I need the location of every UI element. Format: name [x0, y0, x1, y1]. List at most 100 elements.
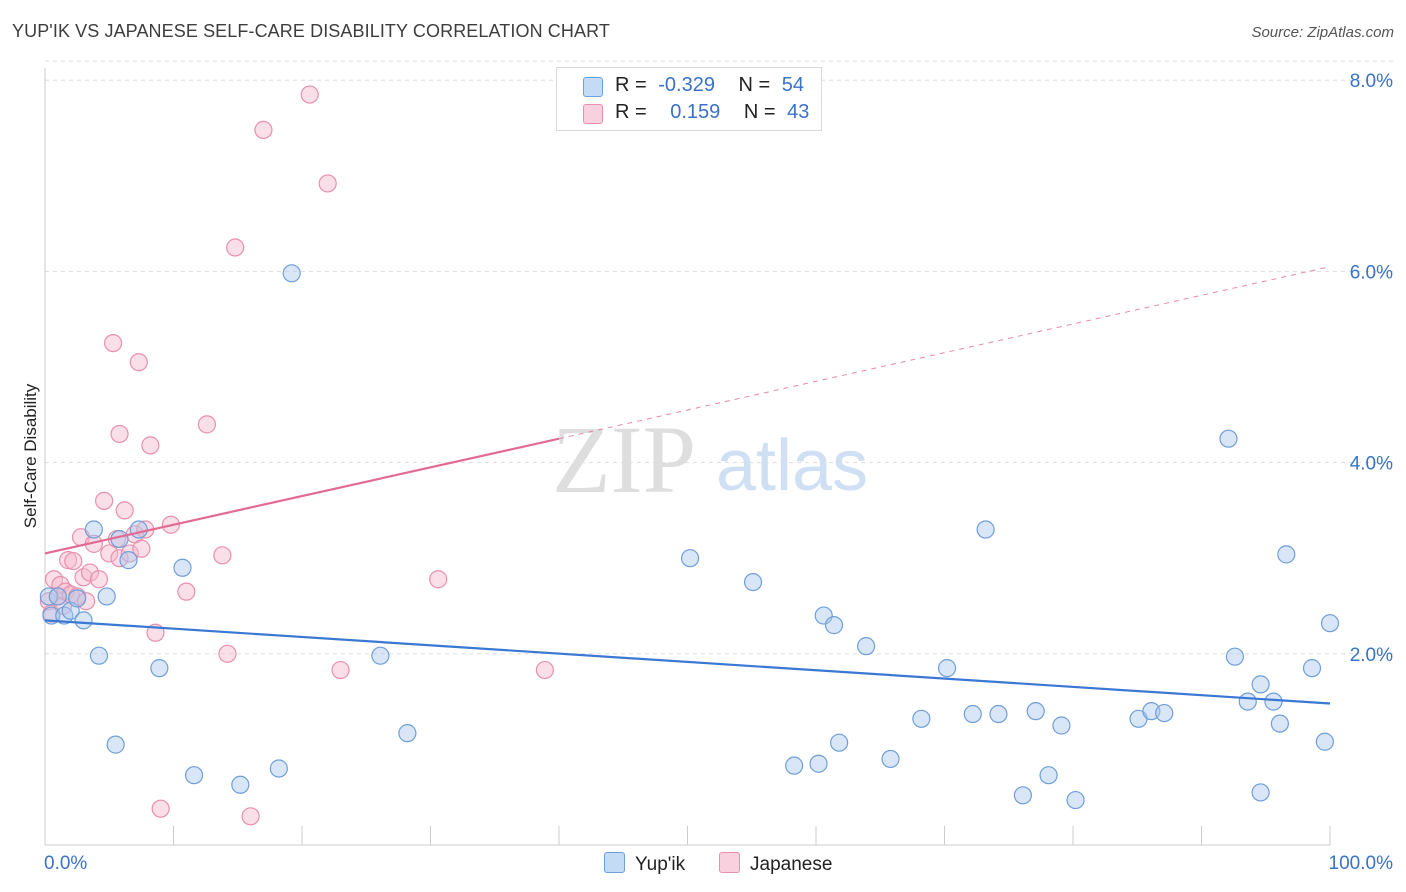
axes: [44, 68, 1331, 846]
yupik-point: [1013, 786, 1032, 805]
yupik-point: [976, 520, 995, 539]
japanese-point: [197, 415, 217, 434]
legend-item-yupik[interactable]: Yup'ik: [604, 852, 685, 876]
japanese-point: [226, 238, 245, 257]
yupik-point: [371, 646, 390, 665]
yupik-point: [680, 549, 700, 568]
japanese-point: [89, 570, 109, 589]
yupik-point: [1039, 766, 1058, 785]
source-credit: Source: ZipAtlas.com: [1251, 24, 1394, 41]
yupik-point: [989, 704, 1008, 724]
watermark: ZIP atlas: [552, 406, 868, 513]
yupik-r-label: R =: [615, 74, 647, 96]
yupik-legend-swatch: [604, 852, 625, 873]
japanese-point: [120, 544, 139, 563]
yupik-point: [1066, 790, 1085, 810]
trend-lines: [44, 266, 1331, 705]
japanese-point: [141, 436, 160, 455]
yupik-point: [89, 646, 109, 665]
japanese-point: [331, 660, 350, 680]
japanese-point: [59, 551, 78, 570]
yupik-point: [1251, 783, 1270, 802]
japanese-point: [535, 660, 554, 680]
watermark-zip: ZIP: [552, 406, 696, 513]
yupik-point: [912, 709, 931, 728]
yupik-point: [830, 733, 849, 752]
series-japanese-points: [39, 85, 554, 826]
japanese-n-label: N =: [743, 101, 776, 123]
yupik-point: [881, 749, 900, 769]
japanese-point: [110, 424, 129, 444]
japanese-point: [115, 501, 134, 520]
japanese-point: [254, 120, 273, 140]
yupik-point: [1026, 702, 1045, 721]
tick-labels: 2.0% 4.0% 6.0% 8.0% 0.0% 100.0%: [44, 71, 1393, 874]
y-tick-label: 8.0%: [1350, 71, 1393, 92]
yupik-point: [743, 572, 763, 592]
yupik-point: [1251, 675, 1270, 694]
japanese-point: [129, 353, 148, 372]
yupik-point: [963, 704, 982, 724]
japanese-r-value: 0.159: [670, 101, 721, 123]
yupik-point: [1277, 545, 1296, 564]
japanese-point: [429, 570, 448, 589]
yupik-point: [1219, 429, 1238, 448]
yupik-point: [74, 611, 93, 630]
grid-lines: [45, 60, 1395, 655]
yupik-point: [937, 659, 957, 678]
yupik-point: [1270, 714, 1289, 733]
japanese-point: [300, 85, 319, 104]
yupik-point: [97, 587, 116, 606]
japanese-point: [241, 807, 260, 826]
yupik-point: [1264, 692, 1283, 711]
yupik-point: [231, 775, 250, 794]
japanese-n-value: 43: [787, 101, 810, 123]
yupik-point: [857, 637, 876, 656]
x-tick-label: 0.0%: [44, 853, 87, 874]
japanese-legend-swatch: [719, 852, 740, 873]
yupik-point: [119, 551, 138, 570]
japanese-point: [104, 334, 123, 353]
japanese-point: [100, 544, 119, 563]
japanese-point: [80, 563, 100, 582]
yupik-point: [785, 756, 804, 775]
yupik-point: [106, 735, 125, 754]
yupik-point: [398, 724, 417, 743]
japanese-point: [95, 491, 114, 510]
stats-legend: R = -0.329 N = 54 R = 0.159 N = 43: [556, 67, 822, 131]
yupik-point: [824, 616, 844, 635]
yupik-point: [150, 659, 169, 678]
series-yupik-points: [39, 264, 1340, 810]
yupik-point: [809, 754, 828, 773]
japanese-point: [213, 546, 232, 565]
yupik-swatch: [583, 77, 603, 97]
legend-item-japanese[interactable]: Japanese: [719, 852, 832, 876]
yupik-point: [1052, 716, 1071, 735]
japanese-swatch: [583, 104, 603, 124]
yupik-point: [1155, 703, 1174, 723]
y-axis-label: Self-Care Disability: [21, 383, 40, 528]
yupik-point: [1238, 692, 1257, 711]
y-tick-label: 6.0%: [1350, 262, 1393, 283]
yupik-point: [84, 520, 103, 539]
yupik-point: [1302, 659, 1322, 678]
yupik-trend-line: [44, 619, 1331, 705]
yupik-point: [184, 766, 204, 785]
japanese-point: [177, 582, 196, 601]
japanese-point: [64, 551, 83, 571]
yupik-n-value: 54: [781, 74, 805, 96]
japanese-point: [151, 799, 170, 818]
yupik-point: [68, 589, 87, 608]
japanese-point: [318, 174, 337, 193]
y-tick-label: 2.0%: [1350, 645, 1393, 666]
yupik-legend-label: Yup'ik: [635, 854, 686, 875]
yupik-n-label: N =: [738, 74, 771, 96]
japanese-point: [218, 644, 237, 663]
japanese-trend-line: [44, 437, 560, 555]
chart-title: YUP'IK VS JAPANESE SELF-CARE DISABILITY …: [12, 21, 610, 41]
y-tick-label: 4.0%: [1350, 454, 1393, 475]
japanese-point: [110, 549, 129, 568]
yupik-point: [1320, 614, 1340, 633]
japanese-r-label: R =: [615, 101, 647, 123]
